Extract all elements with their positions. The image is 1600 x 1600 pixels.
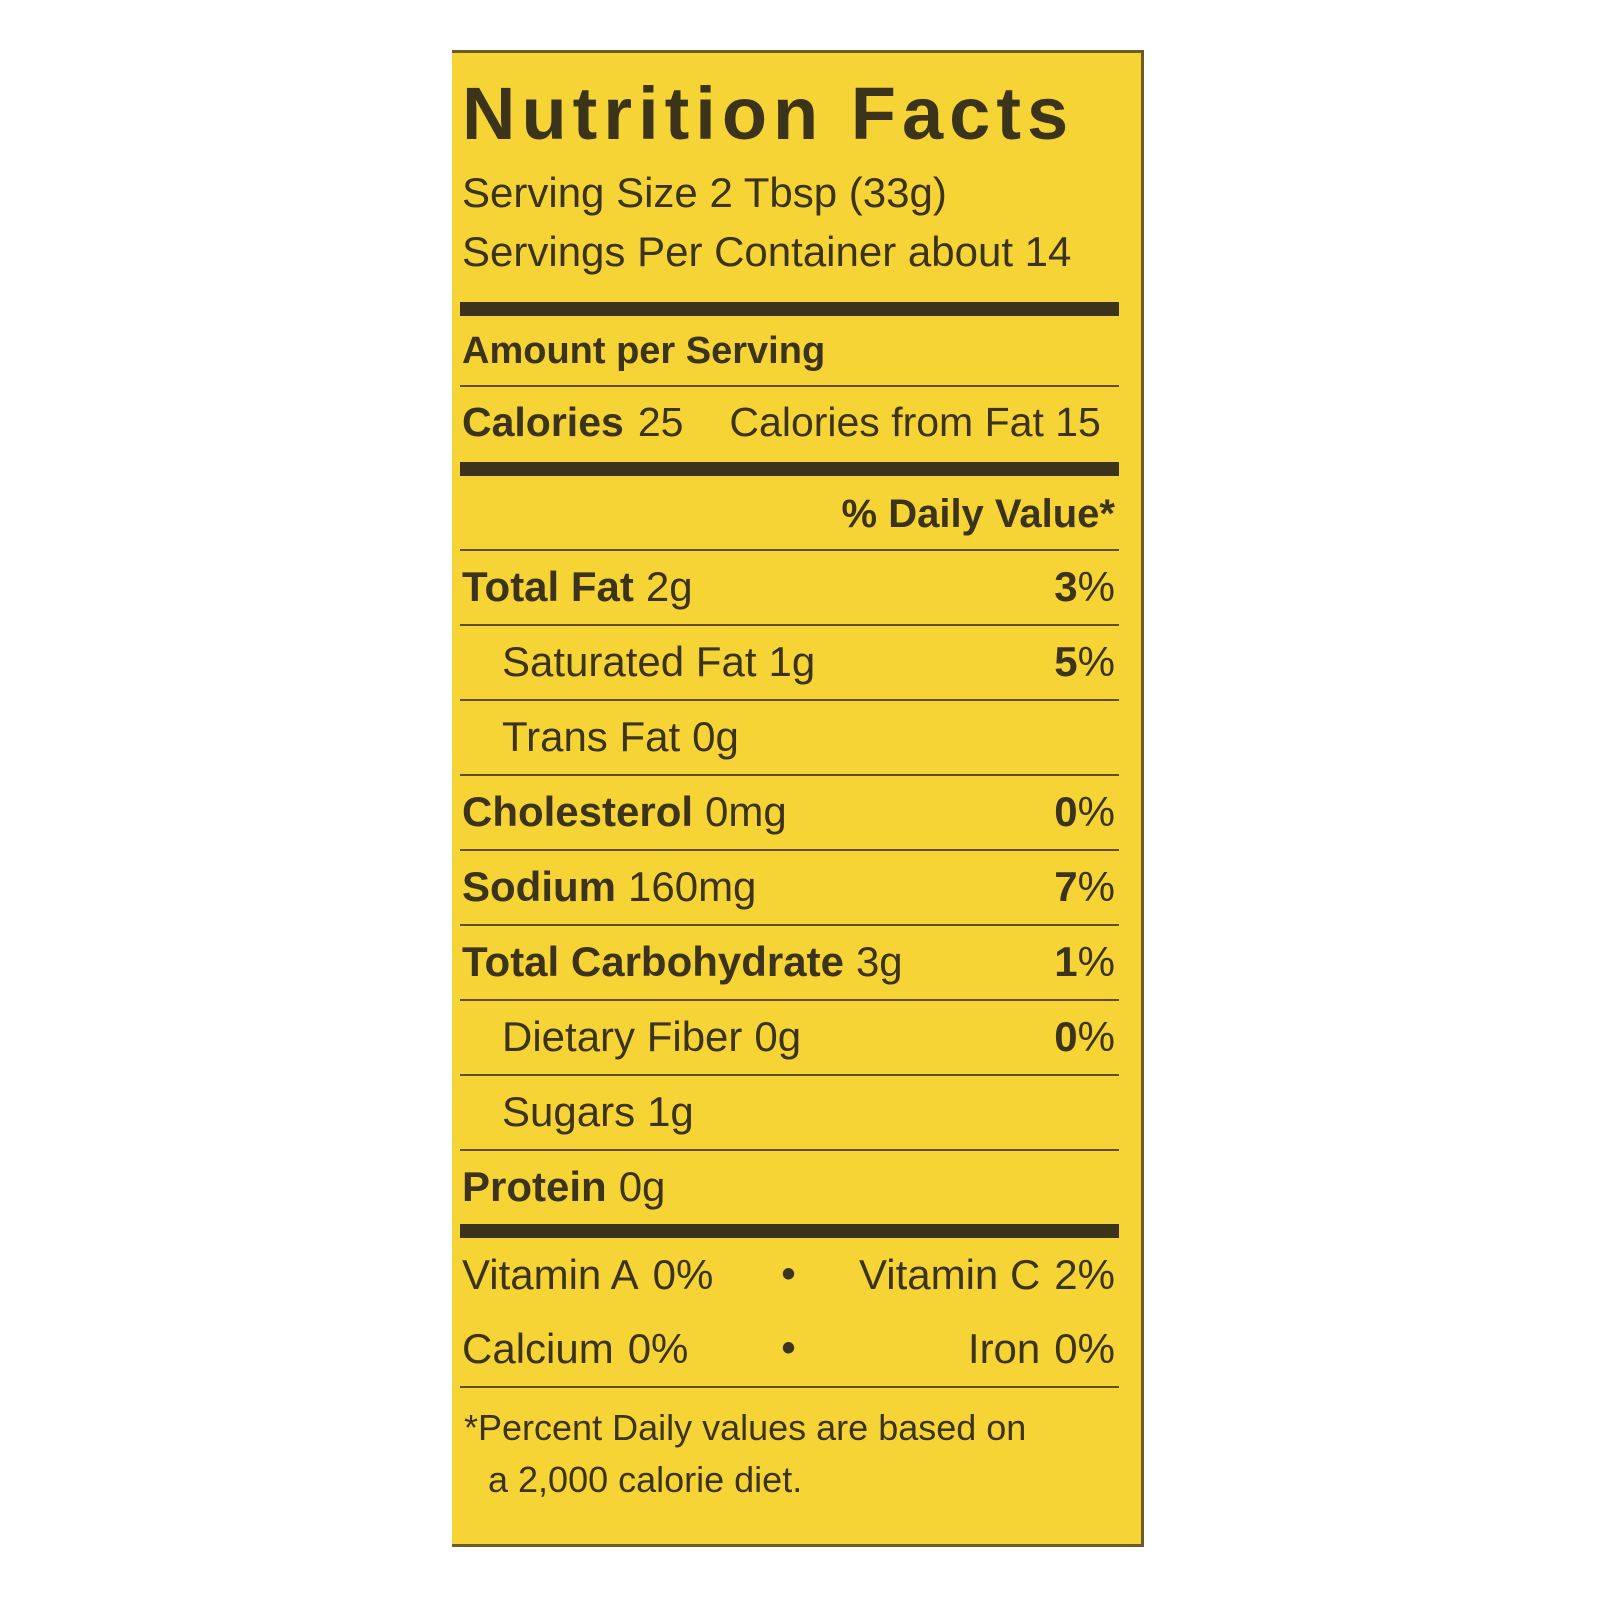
nutrient-name: Protein xyxy=(462,1163,607,1211)
nutrient-row-total-carbohydrate: Total Carbohydrate 3g 1% xyxy=(460,926,1119,1001)
bullet-separator: • xyxy=(781,1326,796,1371)
thick-divider-top xyxy=(460,301,1119,316)
nutrient-amount: 2g xyxy=(645,563,693,611)
vitamin-row-calcium-iron: Calcium 0% • Iron 0% xyxy=(460,1312,1119,1388)
nutrient-amount: 0g xyxy=(692,713,739,761)
nutrient-row-trans-fat: Trans Fat 0g xyxy=(460,701,1119,776)
thick-divider-calories xyxy=(460,461,1119,476)
nutrient-row-total-fat: Total Fat 2g 3% xyxy=(460,551,1119,626)
nutrient-name: Total Carbohydrate xyxy=(462,938,844,986)
nutrient-amount: 0g xyxy=(754,1013,802,1061)
daily-value-footnote: *Percent Daily values are based on a 2,0… xyxy=(460,1388,1119,1506)
calories-from-fat: Calories from Fat 15 xyxy=(729,398,1101,445)
nutrient-name: Sugars xyxy=(502,1088,636,1136)
nutrient-dv: 0 xyxy=(1054,788,1078,836)
daily-value-header: % Daily Value* xyxy=(460,476,1119,551)
nutrient-name: Trans Fat xyxy=(502,713,681,761)
nutrition-facts-title: Nutrition Facts xyxy=(462,72,1075,155)
nutrient-row-sodium: Sodium 160mg 7% xyxy=(460,851,1119,926)
nutrient-dv: 3 xyxy=(1054,563,1078,611)
nutrient-row-dietary-fiber: Dietary Fiber 0g 0% xyxy=(460,1001,1119,1076)
footnote-line-1: *Percent Daily values are based on xyxy=(464,1406,1027,1448)
vitamin-name: Calcium xyxy=(462,1324,614,1372)
percent-sign: % xyxy=(1077,788,1115,836)
nutrient-row-cholesterol: Cholesterol 0mg 0% xyxy=(460,776,1119,851)
percent-sign: % xyxy=(1077,863,1115,911)
vitamin-value: 0% xyxy=(627,1324,689,1372)
vitamin-name: Vitamin C xyxy=(858,1250,1041,1298)
serving-size-text: Serving Size 2 Tbsp (33g) xyxy=(462,168,947,216)
nutrient-amount: 1g xyxy=(768,638,816,686)
vitamin-name: Iron xyxy=(967,1324,1041,1372)
footnote-line-2: a 2,000 calorie diet. xyxy=(488,1459,803,1501)
nutrient-row-saturated-fat: Saturated Fat 1g 5% xyxy=(460,626,1119,701)
nutrient-dv: 1 xyxy=(1054,938,1078,986)
percent-sign: % xyxy=(1077,938,1115,986)
nutrient-name: Sodium xyxy=(462,863,616,911)
nutrient-name: Saturated Fat xyxy=(502,638,757,686)
nutrient-amount: 160mg xyxy=(628,863,757,911)
nutrient-row-sugars: Sugars 1g xyxy=(460,1076,1119,1151)
calories-row: Calories 25 Calories from Fat 15 xyxy=(460,387,1119,462)
nutrient-amount: 1g xyxy=(647,1088,694,1136)
servings-per-container-text: Servings Per Container about 14 xyxy=(462,228,1072,276)
nutrient-name: Cholesterol xyxy=(462,788,694,836)
percent-sign: % xyxy=(1077,638,1115,686)
nutrient-name: Dietary Fiber xyxy=(502,1013,743,1061)
nutrient-dv: 5 xyxy=(1054,638,1078,686)
bullet-separator: • xyxy=(781,1252,796,1297)
nutrient-amount: 0g xyxy=(618,1163,666,1211)
calories-label: Calories xyxy=(462,398,624,445)
nutrient-name: Total Fat xyxy=(462,563,634,611)
nutrient-dv: 0 xyxy=(1054,1013,1078,1061)
calories-value: 25 xyxy=(637,398,684,445)
vitamin-row-a-c: Vitamin A 0% • Vitamin C 2% xyxy=(460,1238,1119,1312)
nutrient-amount: 0mg xyxy=(705,788,787,836)
nutrient-row-protein: Protein 0g xyxy=(460,1151,1119,1224)
nutrition-facts-label: Nutrition Facts Serving Size 2 Tbsp (33g… xyxy=(452,50,1144,1547)
vitamin-value: 2% xyxy=(1054,1250,1115,1298)
amount-per-serving-heading: Amount per Serving xyxy=(460,316,1119,387)
thick-divider-protein xyxy=(460,1223,1119,1238)
nutrient-dv: 7 xyxy=(1054,863,1078,911)
vitamin-name: Vitamin A xyxy=(462,1250,639,1298)
vitamin-value: 0% xyxy=(1054,1324,1115,1372)
nutrient-amount: 3g xyxy=(855,938,903,986)
percent-sign: % xyxy=(1077,563,1115,611)
percent-sign: % xyxy=(1077,1013,1115,1061)
vitamin-value: 0% xyxy=(652,1250,714,1298)
